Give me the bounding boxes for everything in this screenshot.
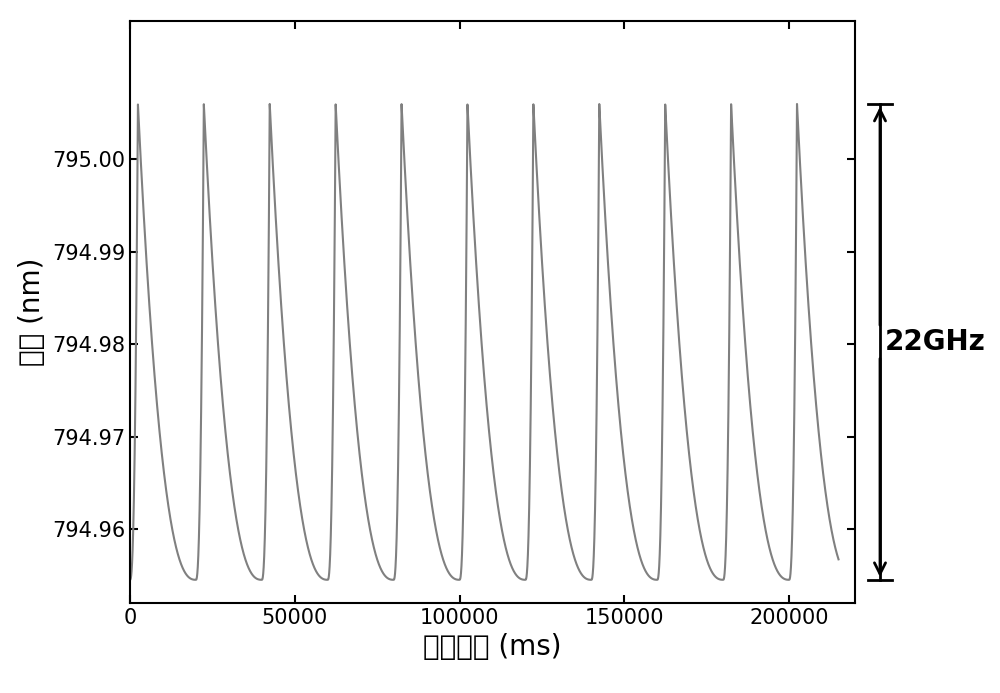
X-axis label: 扫描时间 (ms): 扫描时间 (ms): [423, 633, 562, 661]
Text: 22GHz: 22GHz: [885, 328, 985, 356]
Y-axis label: 波长 (nm): 波长 (nm): [18, 258, 46, 366]
